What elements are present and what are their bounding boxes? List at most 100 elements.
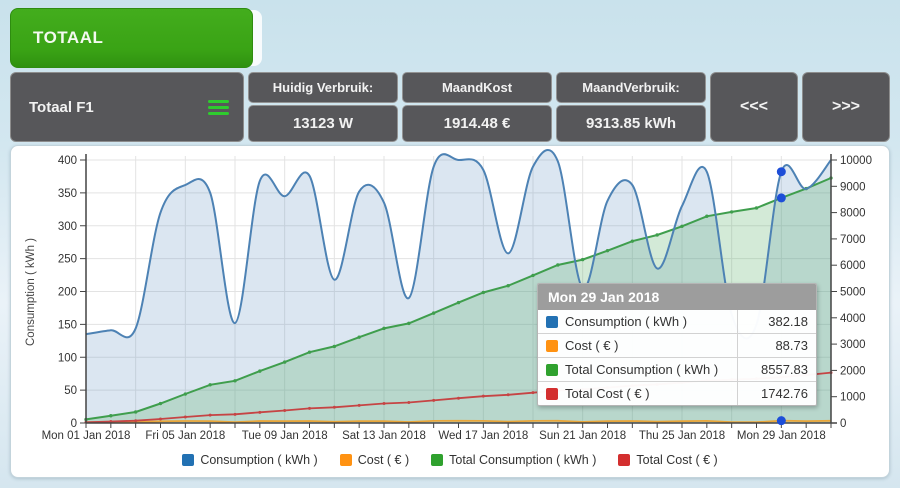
left-axis-tick-label: 100 [58, 352, 77, 364]
total-consumption-marker [382, 326, 386, 331]
series-swatch-icon [182, 454, 195, 466]
x-axis-date-label: Mon 01 Jan 2018 [42, 430, 131, 442]
prev-period-button[interactable]: <<< [710, 72, 798, 142]
left-axis-tick-label: 50 [64, 385, 77, 397]
total-consumption-marker [431, 311, 436, 315]
left-axis-title: Consumption ( kWh ) [25, 238, 37, 346]
right-axis-tick-label: 5000 [840, 287, 866, 299]
cost-line [85, 419, 832, 424]
chart-panel: 0 50 100 150 200 250 300 350 400 0 1000 2000 3000 400… [10, 145, 890, 478]
legend-label: Total Consumption ( kWh ) [449, 453, 597, 467]
x-axis-date-label: Wed 17 Jan 2018 [438, 430, 528, 442]
total-cost-marker [531, 391, 535, 395]
total-cost-marker [183, 415, 187, 419]
total-cost-marker [357, 403, 361, 407]
total-consumption-marker [357, 335, 361, 339]
x-axis-date-label: Thu 25 Jan 2018 [639, 430, 725, 442]
stat-value: 9313.85 kWh [556, 105, 706, 142]
total-consumption-marker [258, 369, 262, 373]
total-consumption-marker [605, 248, 610, 253]
total-consumption-marker [531, 273, 535, 278]
x-axis-date-label: Mon 29 Jan 2018 [737, 430, 826, 442]
total-cost-marker [506, 393, 510, 397]
total-consumption-marker [332, 344, 337, 349]
total-consumption-marker [680, 224, 684, 229]
total-cost-marker [283, 408, 287, 412]
total-consumption-marker [133, 410, 138, 414]
left-axis-tick-label: 200 [58, 287, 77, 299]
series-swatch-icon [618, 454, 631, 466]
stat-huidig-verbruik: Huidig Verbruik: 13123 W [248, 72, 398, 142]
total-consumption-marker [208, 383, 212, 387]
total-consumption-marker [705, 214, 709, 218]
series-swatch-icon [546, 339, 558, 352]
chart-legend: Consumption ( kWh ) Cost ( € ) Total Consu… [11, 447, 889, 473]
tooltip-row: Total Consumption ( kWh ) 8557.83 [538, 358, 816, 382]
tooltip-series-value: 382.18 [737, 310, 816, 333]
tooltip-series-label: Total Cost ( € ) [565, 386, 650, 401]
right-axis-tick-label: 6000 [840, 260, 866, 272]
legend-item[interactable]: Total Consumption ( kWh ) [431, 453, 596, 467]
next-period-button[interactable]: >>> [802, 72, 890, 142]
device-selector[interactable]: Totaal F1 [10, 72, 244, 142]
total-consumption-marker [109, 414, 113, 418]
tooltip-row: Consumption ( kWh ) 382.18 [538, 310, 816, 334]
left-axis-tick-label: 0 [71, 418, 77, 430]
tooltip-series-label: Total Consumption ( kWh ) [565, 362, 719, 377]
legend-label: Cost ( € ) [357, 453, 410, 467]
total-consumption-marker [456, 300, 461, 305]
stat-label: MaandKost [402, 72, 552, 103]
right-axis-tick-label: 3000 [840, 339, 866, 351]
total-consumption-marker [158, 401, 163, 406]
right-axis-tick-label: 8000 [840, 208, 866, 220]
total-cost-marker [233, 412, 237, 416]
stat-value: 13123 W [248, 105, 398, 142]
total-consumption-marker [580, 257, 585, 262]
total-consumption-marker [754, 206, 759, 210]
tooltip-row: Cost ( € ) 88.73 [538, 334, 816, 358]
total-cost-marker [407, 401, 411, 405]
stat-label: Huidig Verbruik: [248, 72, 398, 103]
header-bar: Totaal F1 Huidig Verbruik: 13123 W Maand… [10, 72, 890, 142]
total-cost-marker [134, 419, 138, 423]
right-axis-tick-label: 7000 [840, 234, 866, 246]
legend-item[interactable]: Consumption ( kWh ) [182, 453, 318, 467]
tooltip-row: Total Cost ( € ) 1742.76 [538, 382, 816, 405]
right-axis-tick-label: 0 [840, 418, 846, 430]
total-consumption-marker [506, 283, 510, 288]
right-axis-tick-label: 4000 [840, 313, 866, 325]
left-axis-tick-label: 300 [58, 221, 77, 233]
series-swatch-icon [431, 454, 444, 466]
total-consumption-marker [183, 392, 188, 396]
tooltip-series-value: 1742.76 [737, 382, 816, 405]
left-axis-tick-label: 150 [58, 319, 77, 331]
tooltip-series-label: Cost ( € ) [565, 338, 619, 353]
left-axis-tick-label: 250 [58, 254, 77, 266]
total-cost-marker [382, 402, 386, 406]
total-consumption-marker [307, 350, 312, 354]
x-axis-date-label: Sun 21 Jan 2018 [539, 430, 626, 442]
x-axis-date-label: Fri 05 Jan 2018 [145, 430, 225, 442]
device-label: Totaal F1 [29, 98, 94, 116]
right-axis-tick-label: 10000 [840, 155, 872, 167]
tooltip-series-value: 8557.83 [737, 358, 816, 381]
legend-item[interactable]: Total Cost ( € ) [618, 453, 718, 467]
totaal-button[interactable]: TOTAAL [10, 8, 253, 68]
hamburger-menu-icon[interactable] [208, 99, 229, 115]
x-axis-date-label: Tue 09 Jan 2018 [242, 430, 328, 442]
stat-maandkost: MaandKost 1914.48 € [402, 72, 552, 142]
series-swatch-icon [546, 315, 558, 328]
series-swatch-icon [546, 363, 558, 376]
chart-tooltip: Mon 29 Jan 2018 Consumption ( kWh ) 382.1… [537, 283, 817, 406]
total-cost-marker [432, 398, 436, 402]
total-consumption-marker [630, 239, 635, 243]
legend-item[interactable]: Cost ( € ) [339, 453, 410, 467]
total-cost-marker [159, 417, 162, 421]
consumption-line [85, 149, 832, 340]
legend-label: Total Cost ( € ) [636, 453, 718, 467]
total-consumption-marker [481, 290, 486, 295]
total-cost-marker [481, 394, 485, 398]
right-axis-tick-label: 2000 [840, 365, 866, 377]
total-cost-marker [258, 410, 262, 414]
left-axis-tick-label: 350 [58, 188, 77, 200]
